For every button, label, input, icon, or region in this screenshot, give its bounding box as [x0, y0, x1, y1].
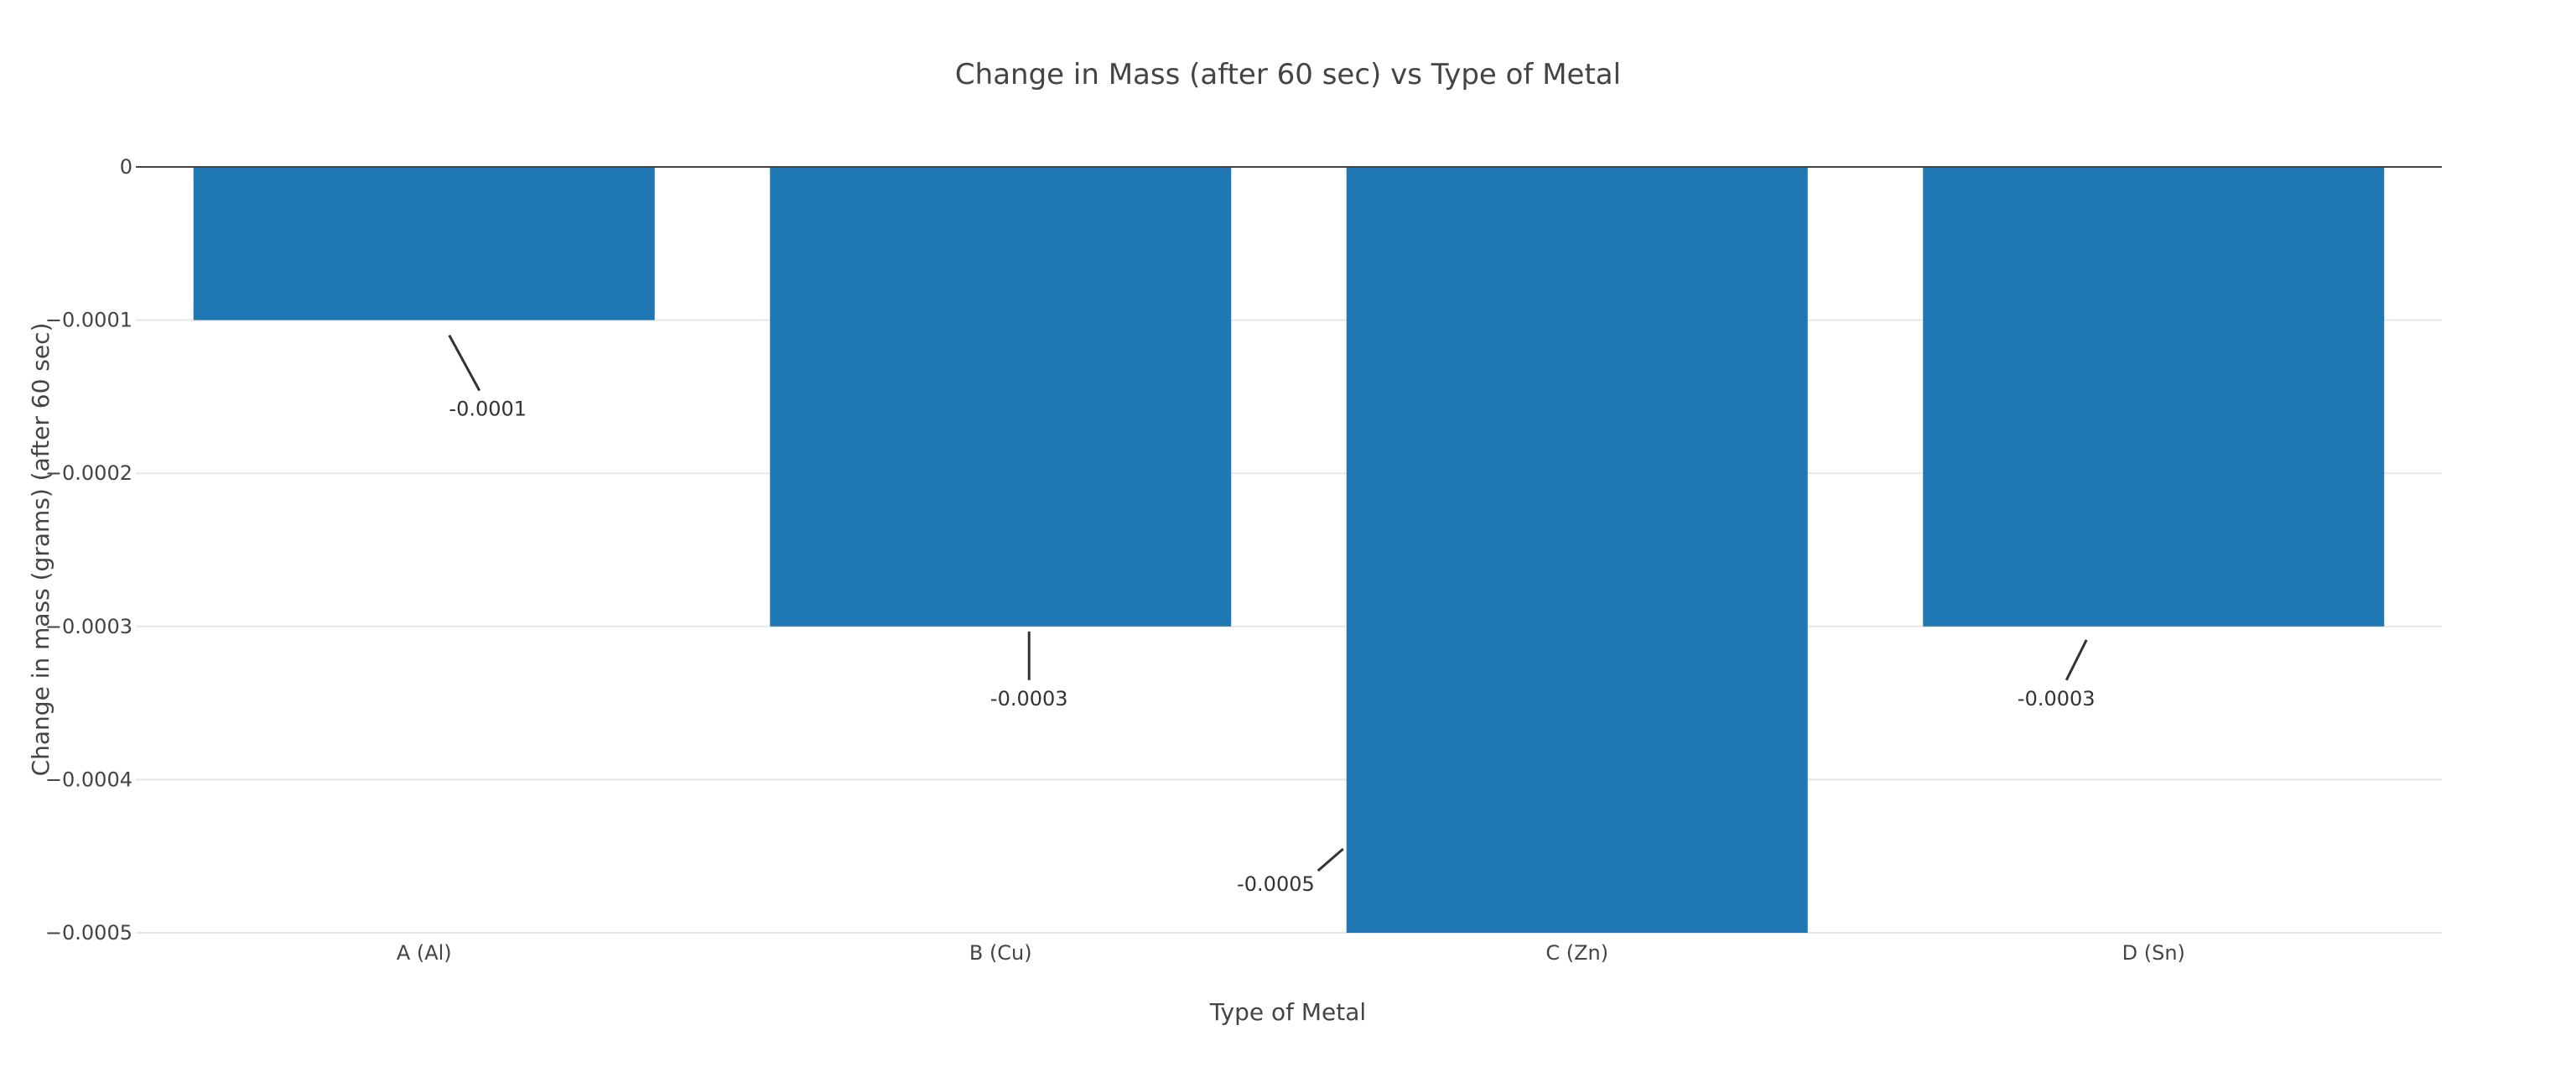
y-tick-label: −0.0004: [45, 768, 132, 791]
x-tick-label: B (Cu): [969, 941, 1032, 965]
bar: [1923, 167, 2385, 627]
bars: [136, 166, 2442, 933]
x-tick-label: D (Sn): [2122, 941, 2185, 965]
data-label-leader: [448, 334, 481, 392]
y-tick-label: −0.0005: [45, 921, 132, 945]
x-axis-ticks: A (Al) B (Cu) C (Zn) D (Sn): [397, 941, 2185, 965]
data-label: -0.0005: [1237, 872, 1315, 896]
data-label-leader: [2064, 639, 2088, 681]
data-label: -0.0003: [990, 687, 1068, 710]
y-axis-ticks: 0 −0.0001 −0.0002 −0.0003 −0.0004 −0.0005: [45, 155, 132, 945]
data-label: -0.0001: [449, 398, 527, 421]
x-tick-label: A (Al): [397, 941, 452, 965]
y-tick-label: 0: [120, 155, 132, 179]
data-labels: -0.0001 -0.0003 -0.0005 -0.0003: [448, 334, 2096, 896]
x-axis-title: Type of Metal: [1209, 998, 1366, 1026]
x-tick-label: C (Zn): [1545, 941, 1608, 965]
y-tick-label: −0.0002: [45, 461, 132, 485]
chart-title: Change in Mass (after 60 sec) vs Type of…: [955, 58, 1621, 91]
y-tick-label: −0.0001: [45, 309, 132, 332]
y-axis-title: Change in mass (grams) (after 60 sec): [27, 323, 55, 777]
y-tick-label: −0.0003: [45, 615, 132, 638]
bar: [770, 167, 1232, 627]
bar: [1346, 167, 1808, 933]
data-label: -0.0003: [2018, 687, 2096, 710]
bar: [193, 167, 655, 320]
data-label-leader: [1317, 847, 1344, 872]
